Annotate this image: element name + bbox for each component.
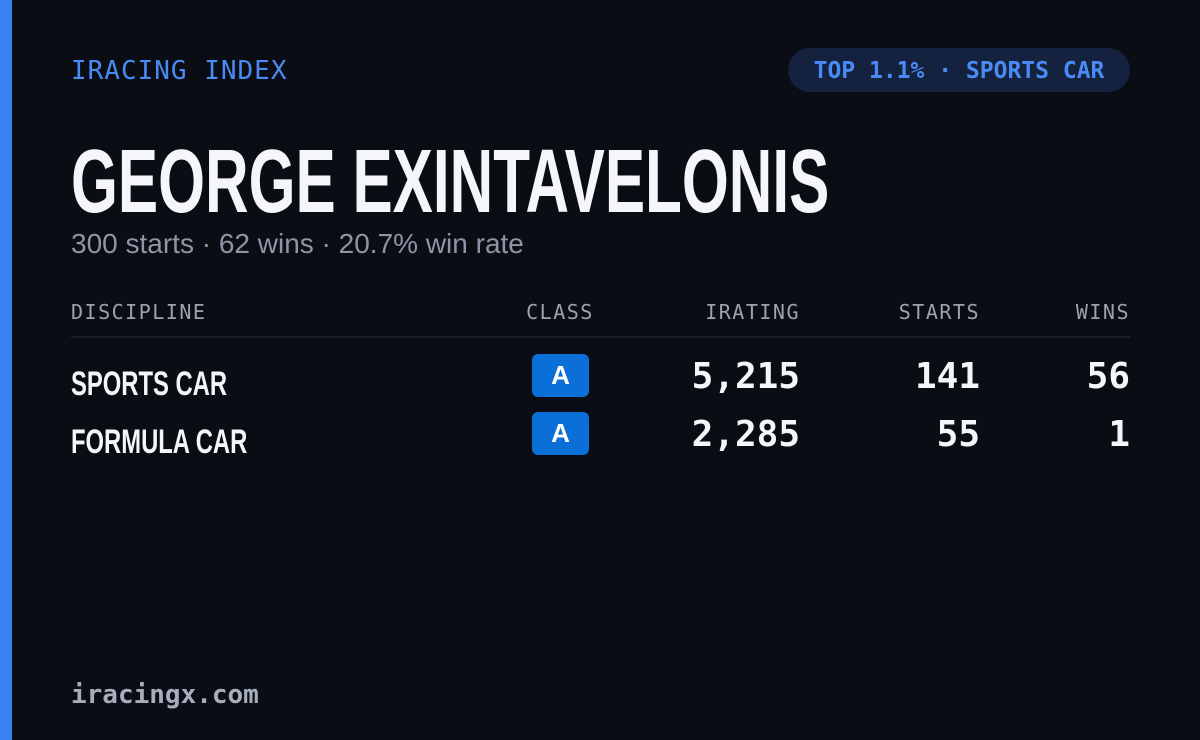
discipline: SPORTS CAR — [71, 365, 228, 403]
column-header: DISCIPLINE — [71, 300, 207, 324]
summary: 300 starts · 62 wins · 20.7% win rate — [71, 228, 524, 259]
driver-name: GEORGE EXINTAVELONIS — [71, 132, 830, 232]
discipline-cell: SPORTS CAR — [71, 364, 294, 404]
discipline-cell: FORMULA CAR — [71, 422, 323, 462]
accent-bar — [0, 0, 12, 740]
discipline: FORMULA CAR — [71, 423, 248, 461]
column-header: WINS — [1075, 300, 1130, 324]
stat-value: 1 — [1108, 414, 1130, 455]
stat-value: 56 — [1086, 356, 1130, 397]
rank-badge: TOP 1.1% · SPORTS CAR — [788, 48, 1130, 92]
stat-value: 55 — [936, 414, 980, 455]
class-badge: A — [532, 354, 589, 397]
divider — [71, 336, 1130, 338]
class-badge: A — [532, 412, 589, 455]
driver-name-box: GEORGE EXINTAVELONIS — [71, 132, 1200, 232]
stat-value: 2,285 — [691, 414, 800, 455]
column-header: IRATING — [705, 300, 800, 324]
footer-site: iracingx.com — [71, 680, 259, 710]
column-header: STARTS — [898, 300, 980, 324]
brand: IRACING INDEX — [71, 56, 288, 86]
stat-value: 5,215 — [691, 356, 800, 397]
column-header: CLASS — [526, 300, 594, 324]
stat-value: 141 — [914, 356, 980, 397]
